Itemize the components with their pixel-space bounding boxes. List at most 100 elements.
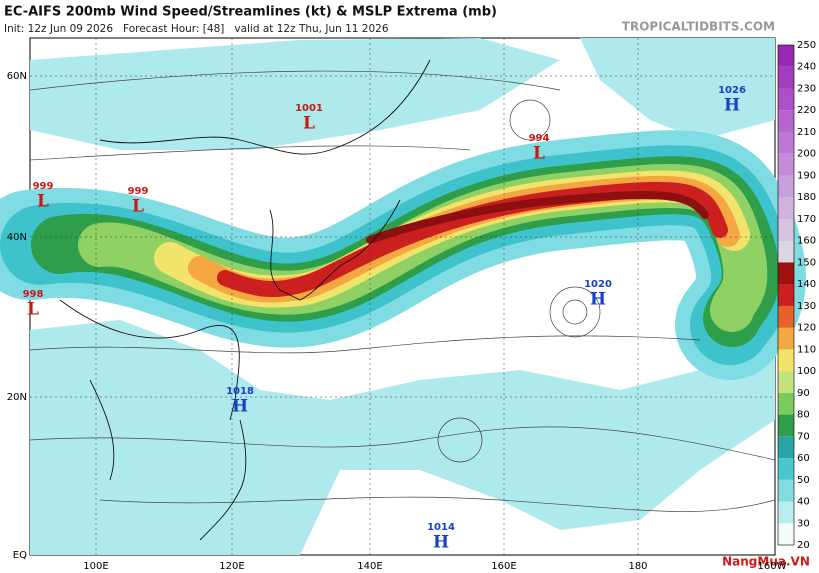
colorbar-swatch <box>778 284 794 306</box>
streamline <box>549 286 601 338</box>
colorbar-swatch <box>778 479 794 502</box>
colorbar-label: 30 <box>797 518 810 529</box>
pressure-type: H <box>724 96 740 116</box>
title: EC-AIFS 200mb Wind Speed/Streamlines (kt… <box>4 5 497 20</box>
colorbar-label: 150 <box>797 257 816 268</box>
pressure-type: L <box>303 114 315 134</box>
colorbar-swatch <box>778 262 794 285</box>
colorbar-swatch <box>778 88 794 111</box>
colorbar-frame <box>777 44 795 546</box>
coastlines <box>59 59 431 541</box>
streamline <box>29 335 701 354</box>
colorbar-swatch <box>778 131 794 154</box>
colorbar-label: 110 <box>797 344 816 355</box>
coastline <box>59 299 240 421</box>
colorbar-swatch <box>778 436 794 459</box>
colorbar-label: 130 <box>797 301 816 312</box>
colorbar-label: 60 <box>797 453 810 464</box>
streamline <box>437 417 483 463</box>
colorbar-swatch <box>778 392 794 415</box>
colorbar-swatch <box>778 327 794 350</box>
watermark: NangMua.VN <box>722 555 810 569</box>
wind-area <box>30 38 560 150</box>
pressure-type: H <box>232 397 248 417</box>
colorbar-swatch <box>778 458 794 480</box>
colorbar-label: 50 <box>797 475 810 486</box>
colorbar-label: 160 <box>797 236 816 247</box>
lon-label: 120E <box>219 561 244 572</box>
colorbar-swatch <box>778 197 794 219</box>
colorbar-label: 180 <box>797 192 816 203</box>
colorbar-label: 40 <box>797 497 810 508</box>
coastline <box>199 419 247 541</box>
colorbar-label: 210 <box>797 127 816 138</box>
colorbar: 20 30 40 50 60 70 80 90 100 110 120 130 140 150 160 170… <box>777 40 816 551</box>
lon-label: 140E <box>357 561 382 572</box>
pressure-value: 1014 <box>427 522 455 533</box>
colorbar-swatch <box>778 45 794 67</box>
pressure-value: 1020 <box>584 279 612 290</box>
jet-band <box>217 181 728 297</box>
colorbar-swatch <box>778 414 794 437</box>
colorbar-label: 100 <box>797 366 816 377</box>
subtitle: Init: 12z Jun 09 2026 Forecast Hour: [48… <box>4 23 389 35</box>
pressure-type: L <box>132 197 144 217</box>
colorbar-swatch <box>778 371 794 393</box>
colorbar-label: 90 <box>797 388 810 399</box>
pressure-type: L <box>27 300 39 320</box>
colorbar-label: 70 <box>797 431 810 442</box>
pressure-value: 1001 <box>295 103 323 114</box>
lon-label: 180 <box>628 561 647 572</box>
graticule <box>30 38 775 555</box>
colorbar-label: 120 <box>797 323 816 334</box>
pressure-value: 999 <box>128 186 149 197</box>
pressure-type: L <box>37 192 49 212</box>
colorbar-swatch <box>778 349 794 372</box>
colorbar-swatch <box>778 110 794 132</box>
colorbar-swatch <box>778 66 794 89</box>
colorbar-swatch <box>778 240 794 263</box>
colorbar-label: 200 <box>797 149 816 160</box>
lat-label: EQ <box>13 550 27 561</box>
jet-stream <box>0 130 806 380</box>
colorbar-label: 230 <box>797 83 816 94</box>
colorbar-swatch <box>778 218 794 241</box>
lat-label: 40N <box>7 232 27 243</box>
colorbar-swatch <box>778 175 794 198</box>
jet-core <box>366 191 709 244</box>
pressure-type: H <box>433 533 449 553</box>
lon-label: 160W <box>758 561 787 572</box>
wind-area <box>580 38 775 140</box>
wind-area <box>30 320 775 555</box>
lat-label: 20N <box>7 392 27 403</box>
pressure-value: 1026 <box>718 85 746 96</box>
colorbar-label: 190 <box>797 170 816 181</box>
colorbar-label: 240 <box>797 62 816 73</box>
site-name: TROPICALTIDBITS.COM <box>622 20 775 34</box>
coastline <box>269 199 401 301</box>
pressure-value: 994 <box>529 133 550 144</box>
streamline <box>509 99 551 141</box>
colorbar-label: 20 <box>797 540 810 551</box>
pressure-value: 1018 <box>226 386 254 397</box>
pressure-type: L <box>533 144 545 164</box>
pressure-value: 998 <box>23 289 44 300</box>
colorbar-label: 80 <box>797 410 810 421</box>
colorbar-label: 170 <box>797 214 816 225</box>
lon-label: 160E <box>491 561 516 572</box>
coastline <box>89 379 115 481</box>
pressure-value: 999 <box>33 181 54 192</box>
pressure-type: H <box>590 290 606 310</box>
colorbar-swatch <box>778 523 794 545</box>
colorbar-label: 250 <box>797 40 816 51</box>
colorbar-label: 140 <box>797 279 816 290</box>
coastline <box>99 59 431 155</box>
colorbar-swatch <box>778 501 794 524</box>
wind-fill <box>30 38 775 555</box>
lat-label: 60N <box>7 71 27 82</box>
colorbar-swatch <box>778 305 794 328</box>
colorbar-swatch <box>778 153 794 176</box>
streamline <box>99 496 776 512</box>
